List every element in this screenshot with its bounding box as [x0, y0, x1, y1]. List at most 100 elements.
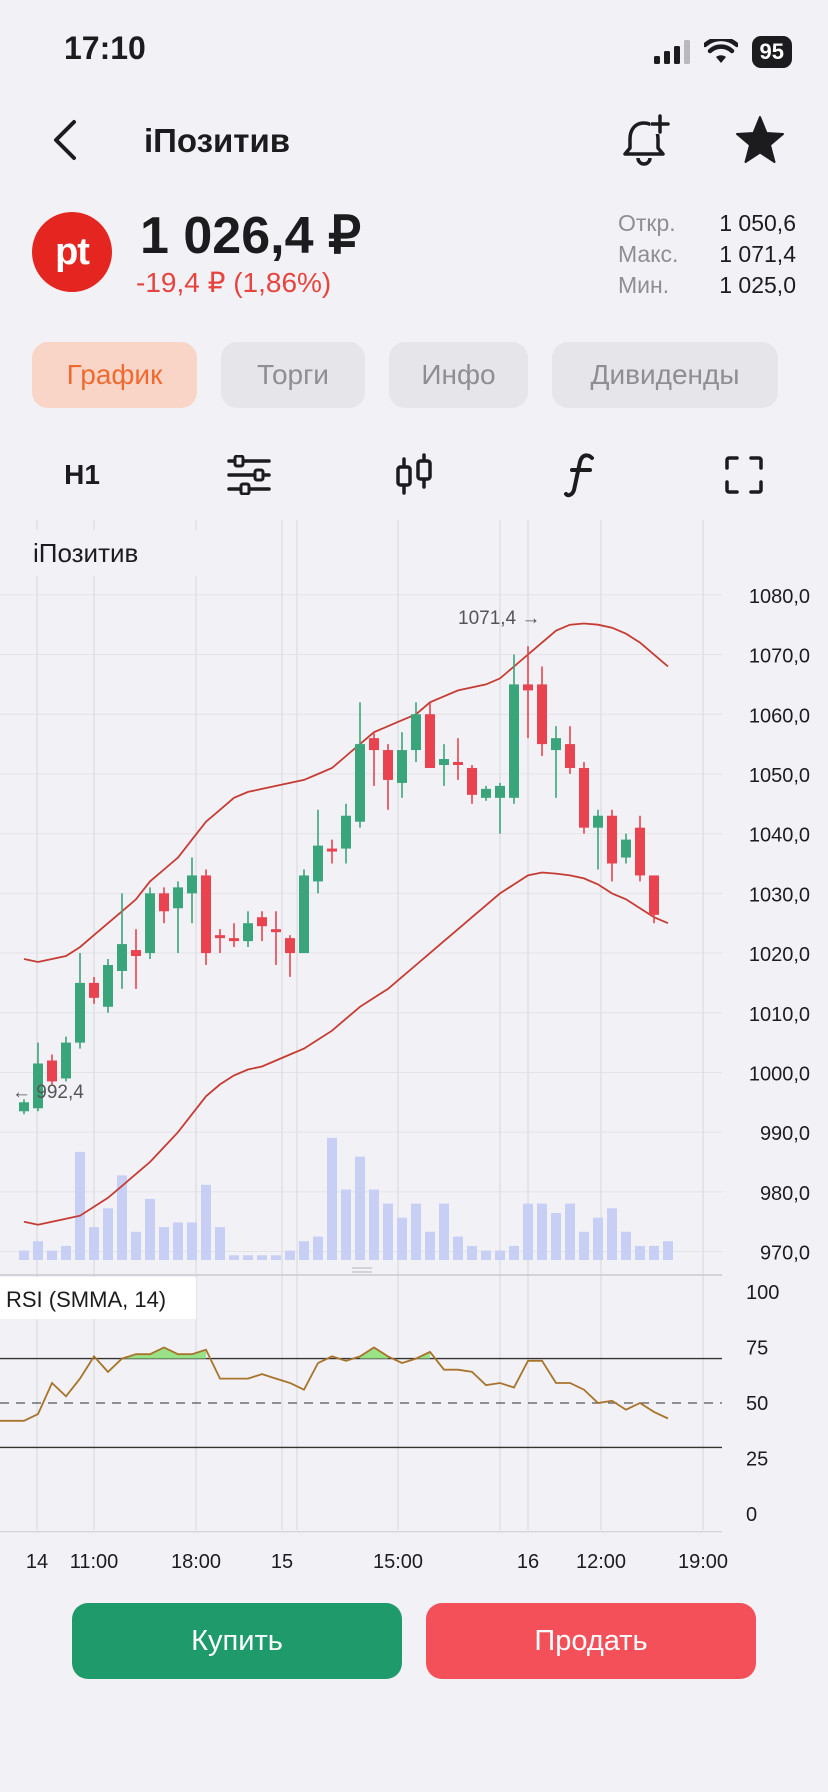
status-bar: 17:10 95 [0, 0, 828, 100]
rsi-tick-label: 50 [746, 1393, 768, 1415]
x-tick-label: 16 [517, 1551, 539, 1573]
quote-summary: pt 1 026,4 ₽ -19,4 ₽ (1,86%) Откр. 1 050… [0, 200, 828, 320]
volume-bar [145, 1198, 155, 1260]
tab-trades[interactable]: Торги [221, 342, 365, 408]
candle-body [159, 893, 169, 912]
candle-body [579, 767, 589, 828]
rsi-label-bg [0, 1277, 196, 1319]
candle-body [425, 714, 435, 768]
y-tick-label: 980,0 [760, 1183, 810, 1205]
candle-body [551, 738, 561, 751]
y-tick-label: 1050,0 [749, 765, 810, 787]
volume-bar [663, 1241, 673, 1260]
signal-icon [653, 40, 690, 64]
candle-body [47, 1060, 57, 1082]
tab-dividends[interactable]: Дивиденды [552, 342, 778, 408]
y-tick-label: 1020,0 [749, 944, 810, 966]
price-chart[interactable]: 1080,0 1070,0 1060,0 1050,0 1040,0 1030,0 1020… [0, 520, 828, 1605]
chart-toolbar: H1 [0, 440, 828, 510]
max-price-label: 1071,4 → [458, 608, 540, 629]
candle-body [635, 827, 645, 876]
candle-body [327, 848, 337, 852]
volume-bar [201, 1184, 211, 1260]
fullscreen-button[interactable] [724, 450, 764, 500]
volume-bar [383, 1203, 393, 1260]
volume-bar [285, 1250, 295, 1260]
candle-body [75, 982, 85, 1043]
trade-actions: Купить Продать [0, 1603, 828, 1683]
y-tick-label: 1010,0 [749, 1004, 810, 1026]
volume-bar [173, 1222, 183, 1260]
candle-body [173, 887, 183, 909]
volume-bar [299, 1241, 309, 1260]
volume-bar [481, 1250, 491, 1260]
candle-body [411, 714, 421, 751]
chart-type-button[interactable] [392, 450, 436, 500]
candlestick-icon [396, 453, 432, 495]
volume-bar [621, 1231, 631, 1260]
volume-bar [103, 1208, 113, 1260]
upper-band-line [23, 622, 669, 963]
y-tick-label: 1080,0 [749, 586, 810, 608]
candle-body [621, 839, 631, 858]
chart-canvas[interactable]: 1080,0 1070,0 1060,0 1050,0 1040,0 1030,0 1020… [0, 520, 828, 1605]
star-icon [736, 116, 784, 163]
tab-chart[interactable]: График [32, 342, 197, 408]
volume-bar [327, 1137, 337, 1260]
status-icons: 95 [653, 36, 792, 68]
buy-button[interactable]: Купить [72, 1603, 402, 1679]
volume-bar [467, 1245, 477, 1260]
stat-label: Мин. [618, 272, 670, 298]
candle-body [285, 938, 295, 954]
x-tick-label: 12:00 [576, 1551, 626, 1573]
candle-body [495, 785, 505, 798]
volume-bar [243, 1255, 253, 1260]
candle-body [397, 750, 407, 783]
chevron-left-icon [54, 120, 76, 160]
candle-body [565, 744, 575, 768]
add-alert-button[interactable] [618, 114, 670, 166]
sliders-icon [227, 455, 271, 495]
candle-body [355, 744, 365, 822]
battery-indicator: 95 [751, 36, 792, 68]
favorite-button[interactable] [732, 114, 788, 166]
volume-bar [523, 1203, 533, 1260]
rsi-tick-label: 75 [746, 1338, 768, 1360]
indicators-button[interactable] [562, 450, 598, 500]
rsi-tick-label: 0 [746, 1504, 757, 1526]
rsi-overbought-area [360, 1347, 388, 1359]
x-tick-label: 19:00 [678, 1551, 728, 1573]
volume-bar [19, 1250, 29, 1260]
sell-button[interactable]: Продать [426, 1603, 756, 1679]
tab-info[interactable]: Инфо [389, 342, 528, 408]
interval-selector[interactable]: H1 [64, 459, 100, 490]
company-logo: pt [32, 212, 112, 292]
candle-body [61, 1042, 71, 1079]
volume-bar [453, 1236, 463, 1260]
candle-body [453, 762, 463, 765]
stat-label: Откр. [618, 210, 676, 236]
candle-body [299, 875, 309, 954]
stat-high: Макс. 1 071,4 [618, 239, 796, 270]
candle-body [89, 982, 99, 998]
back-button[interactable] [46, 118, 86, 162]
volume-bar [425, 1231, 435, 1260]
stat-open: Откр. 1 050,6 [618, 208, 796, 239]
current-price: 1 026,4 ₽ [140, 207, 362, 265]
nav-bar: iПозитив [0, 100, 828, 180]
volume-bar [117, 1175, 127, 1260]
x-tick-label: 14 [26, 1551, 48, 1573]
candle-body [383, 750, 393, 780]
y-tick-label: 1060,0 [749, 705, 810, 727]
volume-bar [649, 1245, 659, 1260]
volume-bar [341, 1189, 351, 1260]
candle-body [103, 964, 113, 1007]
page-title: iПозитив [144, 122, 291, 159]
chart-title: iПозитив [33, 538, 138, 568]
candle-body [341, 815, 351, 849]
indicator-settings-button[interactable] [224, 450, 274, 500]
candle-body [117, 944, 127, 971]
volume-bar [47, 1250, 57, 1260]
volume-bar [369, 1189, 379, 1260]
volume-bar [635, 1245, 645, 1260]
